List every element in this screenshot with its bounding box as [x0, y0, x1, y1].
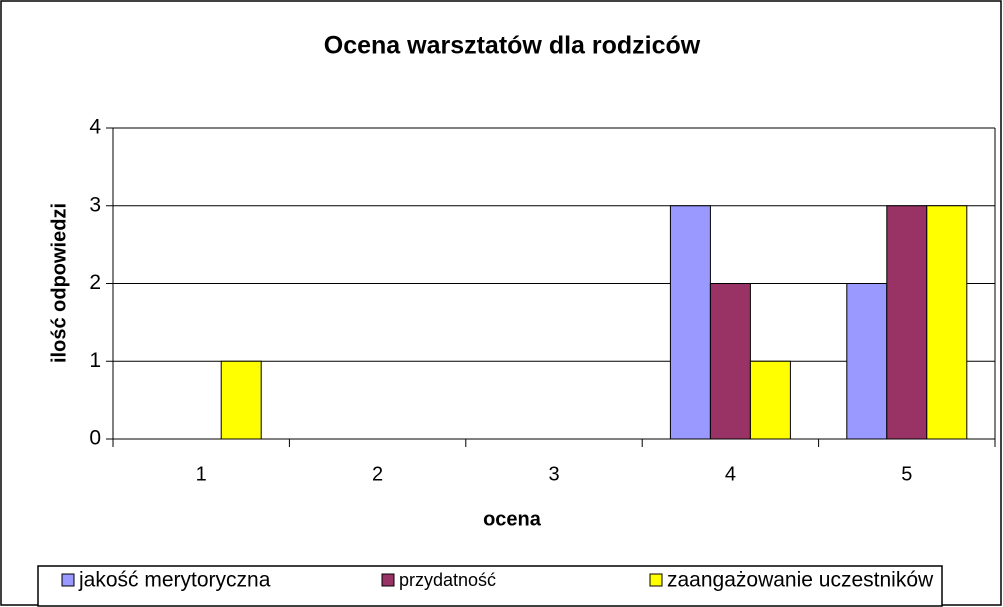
y-tick-label: 3 [89, 193, 101, 216]
legend-label: przydatność [399, 570, 496, 590]
y-tick-label: 4 [89, 116, 101, 139]
y-tick-label: 1 [89, 349, 101, 372]
x-tick-label: 4 [725, 463, 736, 485]
legend-swatch [61, 573, 75, 587]
x-tick-label: 5 [901, 463, 912, 485]
y-tick-label: 0 [89, 427, 101, 450]
chart-title: Ocena warsztatów dla rodziców [324, 32, 701, 60]
y-tick-label: 2 [89, 271, 101, 294]
bar [886, 205, 928, 440]
bar [749, 360, 791, 440]
legend-label: zaangażowanie uczestników [667, 569, 934, 592]
bar [846, 283, 888, 440]
legend-swatch [381, 573, 395, 587]
bar [669, 205, 711, 440]
y-axis-title: ilość odpowiedzi [48, 203, 70, 363]
legend-swatch [649, 573, 663, 587]
legend-label: jakość merytoryczna [78, 569, 271, 592]
bar [220, 360, 262, 440]
legend [37, 565, 943, 607]
x-tick-label: 3 [548, 463, 559, 485]
x-tick-label: 2 [372, 463, 383, 485]
x-axis-title: ocena [483, 508, 542, 530]
bar [926, 205, 968, 440]
x-tick-label: 1 [196, 463, 207, 485]
bar [709, 283, 751, 440]
